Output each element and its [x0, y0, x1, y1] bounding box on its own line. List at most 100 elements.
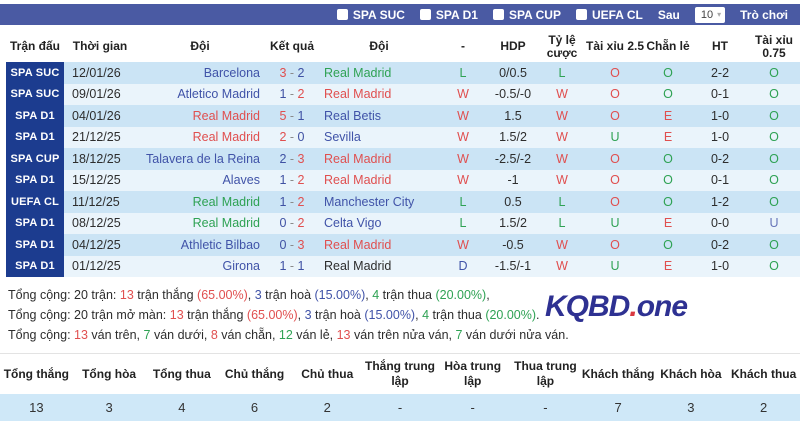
handicap-line: 0/0.5	[499, 65, 527, 80]
home-team-link[interactable]: Athletic Bilbao	[180, 237, 260, 252]
away-team-link[interactable]: Sevilla	[324, 130, 361, 145]
game-link[interactable]: Trò chơi	[740, 7, 788, 22]
handicap-line: 1.5/2	[499, 216, 527, 231]
summary-segment: ,	[365, 288, 373, 302]
stat-header-8: Khách thắng	[581, 366, 655, 381]
home-team-link[interactable]: Real Madrid	[192, 216, 260, 231]
home-team-cell: Real Madrid	[136, 195, 264, 209]
away-score: 3	[297, 237, 305, 252]
home-team-cell: Alaves	[136, 173, 264, 187]
col-header-10: HT	[712, 39, 728, 53]
match-result: W	[457, 151, 469, 166]
league-badge: UEFA CL	[6, 191, 64, 213]
home-team-cell: Real Madrid	[136, 216, 264, 230]
over-under-075-result: O	[769, 194, 779, 209]
filter-checkbox-spa-suc[interactable]: SPA SUC	[336, 7, 405, 22]
stats-table-header: Tổng thắng Tổng hòa Tổng thua Chủ thắng Chủ …	[0, 354, 800, 394]
away-team-link[interactable]: Celta Vigo	[324, 216, 382, 231]
home-team-link[interactable]: Talavera de la Reina	[146, 151, 260, 166]
home-team-link[interactable]: Real Madrid	[192, 194, 260, 209]
match-count-select[interactable]: 10 ▾	[694, 6, 726, 23]
filter-label: SPA SUC	[352, 7, 405, 22]
handicap-line: -2.5/-2	[494, 151, 532, 166]
away-score: 2	[297, 65, 305, 80]
away-team-cell: Real Madrid	[320, 152, 438, 166]
score: 1 - 1	[264, 259, 320, 273]
match-date: 09/01/26	[72, 87, 121, 102]
summary-segment: (65.00%)	[246, 308, 298, 322]
score-dash: -	[286, 259, 298, 274]
odd-even-result: E	[663, 108, 673, 123]
handicap-line: 1.5	[504, 108, 522, 123]
col-header-0: Trận đấu	[9, 39, 60, 53]
match-result: W	[457, 237, 469, 252]
col-header-4: Đội	[369, 39, 389, 53]
away-team-link[interactable]: Manchester City	[324, 194, 415, 209]
summary-segment: ,	[415, 308, 423, 322]
home-team-link[interactable]: Alaves	[222, 173, 260, 188]
match-result: L	[459, 65, 467, 80]
checkbox-icon[interactable]	[336, 9, 348, 20]
summary-segment: 13	[119, 288, 134, 302]
filter-label: SPA D1	[435, 7, 478, 22]
table-row: SPA D1 15/12/25 Alaves 1 - 2 Real Madrid W -1 W…	[6, 169, 800, 191]
over-under-25-result: U	[610, 130, 620, 145]
away-score: 2	[297, 87, 305, 102]
site-logo-text: KQBD	[545, 290, 630, 323]
summary-segment: 13	[74, 328, 88, 342]
checkbox-icon[interactable]	[419, 9, 431, 20]
handicap-result: W	[556, 130, 568, 145]
over-under-075-result: O	[769, 87, 779, 102]
away-team-link[interactable]: Real Betis	[324, 108, 381, 123]
score-dash: -	[286, 216, 298, 231]
match-result: W	[457, 130, 469, 145]
odd-even-result: O	[663, 194, 673, 209]
home-team-link[interactable]: Atletico Madrid	[177, 87, 260, 102]
home-team-link[interactable]: Girona	[222, 259, 260, 274]
over-under-25-result: U	[610, 259, 620, 274]
summary-segment: (20.00%)	[435, 288, 487, 302]
away-team-link[interactable]: Real Madrid	[324, 87, 392, 102]
col-header-5: -	[461, 39, 465, 53]
away-team-cell: Real Madrid	[320, 66, 438, 80]
away-score: 3	[297, 151, 305, 166]
over-under-25-result: O	[610, 194, 620, 209]
home-team-link[interactable]: Real Madrid	[192, 108, 260, 123]
halftime-score: 0-0	[710, 216, 730, 231]
league-badge: SPA D1	[6, 255, 64, 277]
summary-segment: 8	[210, 328, 218, 342]
odd-even-result: O	[663, 151, 673, 166]
away-team-link[interactable]: Real Madrid	[324, 237, 392, 252]
away-team-link[interactable]: Real Madrid	[324, 65, 392, 80]
checkbox-icon[interactable]	[492, 9, 504, 20]
away-team-link[interactable]: Real Madrid	[324, 151, 392, 166]
filter-checkbox-spa-d1[interactable]: SPA D1	[419, 7, 478, 22]
away-score: 0	[297, 130, 305, 145]
away-team-link[interactable]: Real Madrid	[324, 259, 392, 274]
away-team-link[interactable]: Real Madrid	[324, 173, 392, 188]
checkbox-icon[interactable]	[575, 9, 587, 20]
home-score: 1	[279, 173, 287, 188]
home-score: 2	[279, 151, 287, 166]
match-date: 18/12/25	[72, 151, 121, 166]
top-filter-bar: SPA SUC SPA D1 SPA CUP UEFA CL Sau 10 ▾ Trò…	[0, 4, 800, 25]
match-date: 04/01/26	[72, 108, 121, 123]
match-result: L	[459, 216, 467, 231]
over-under-075-result: O	[769, 237, 779, 252]
table-row: UEFA CL 11/12/25 Real Madrid 1 - 2 Mancheste…	[6, 191, 800, 213]
handicap-result: W	[556, 151, 568, 166]
filter-checkbox-uefa-cl[interactable]: UEFA CL	[575, 8, 643, 22]
stat-value-4: 2	[323, 400, 331, 415]
away-score: 2	[297, 216, 305, 231]
home-team-link[interactable]: Barcelona	[203, 65, 260, 80]
filter-checkbox-spa-cup[interactable]: SPA CUP	[492, 8, 561, 22]
summary-segment: ,	[247, 288, 255, 302]
stat-header-6: Hòa trung lập	[444, 359, 502, 388]
away-score: 1	[297, 259, 305, 274]
summary-segment: trận thua	[379, 288, 436, 302]
summary-segment: trận thắng	[183, 308, 247, 322]
stat-header-0: Tổng thắng	[3, 366, 70, 381]
home-team-link[interactable]: Real Madrid	[192, 130, 260, 145]
table-row: SPA SUC 09/01/26 Atletico Madrid 1 - 2 Real …	[6, 83, 800, 105]
home-team-cell: Real Madrid	[136, 130, 264, 144]
